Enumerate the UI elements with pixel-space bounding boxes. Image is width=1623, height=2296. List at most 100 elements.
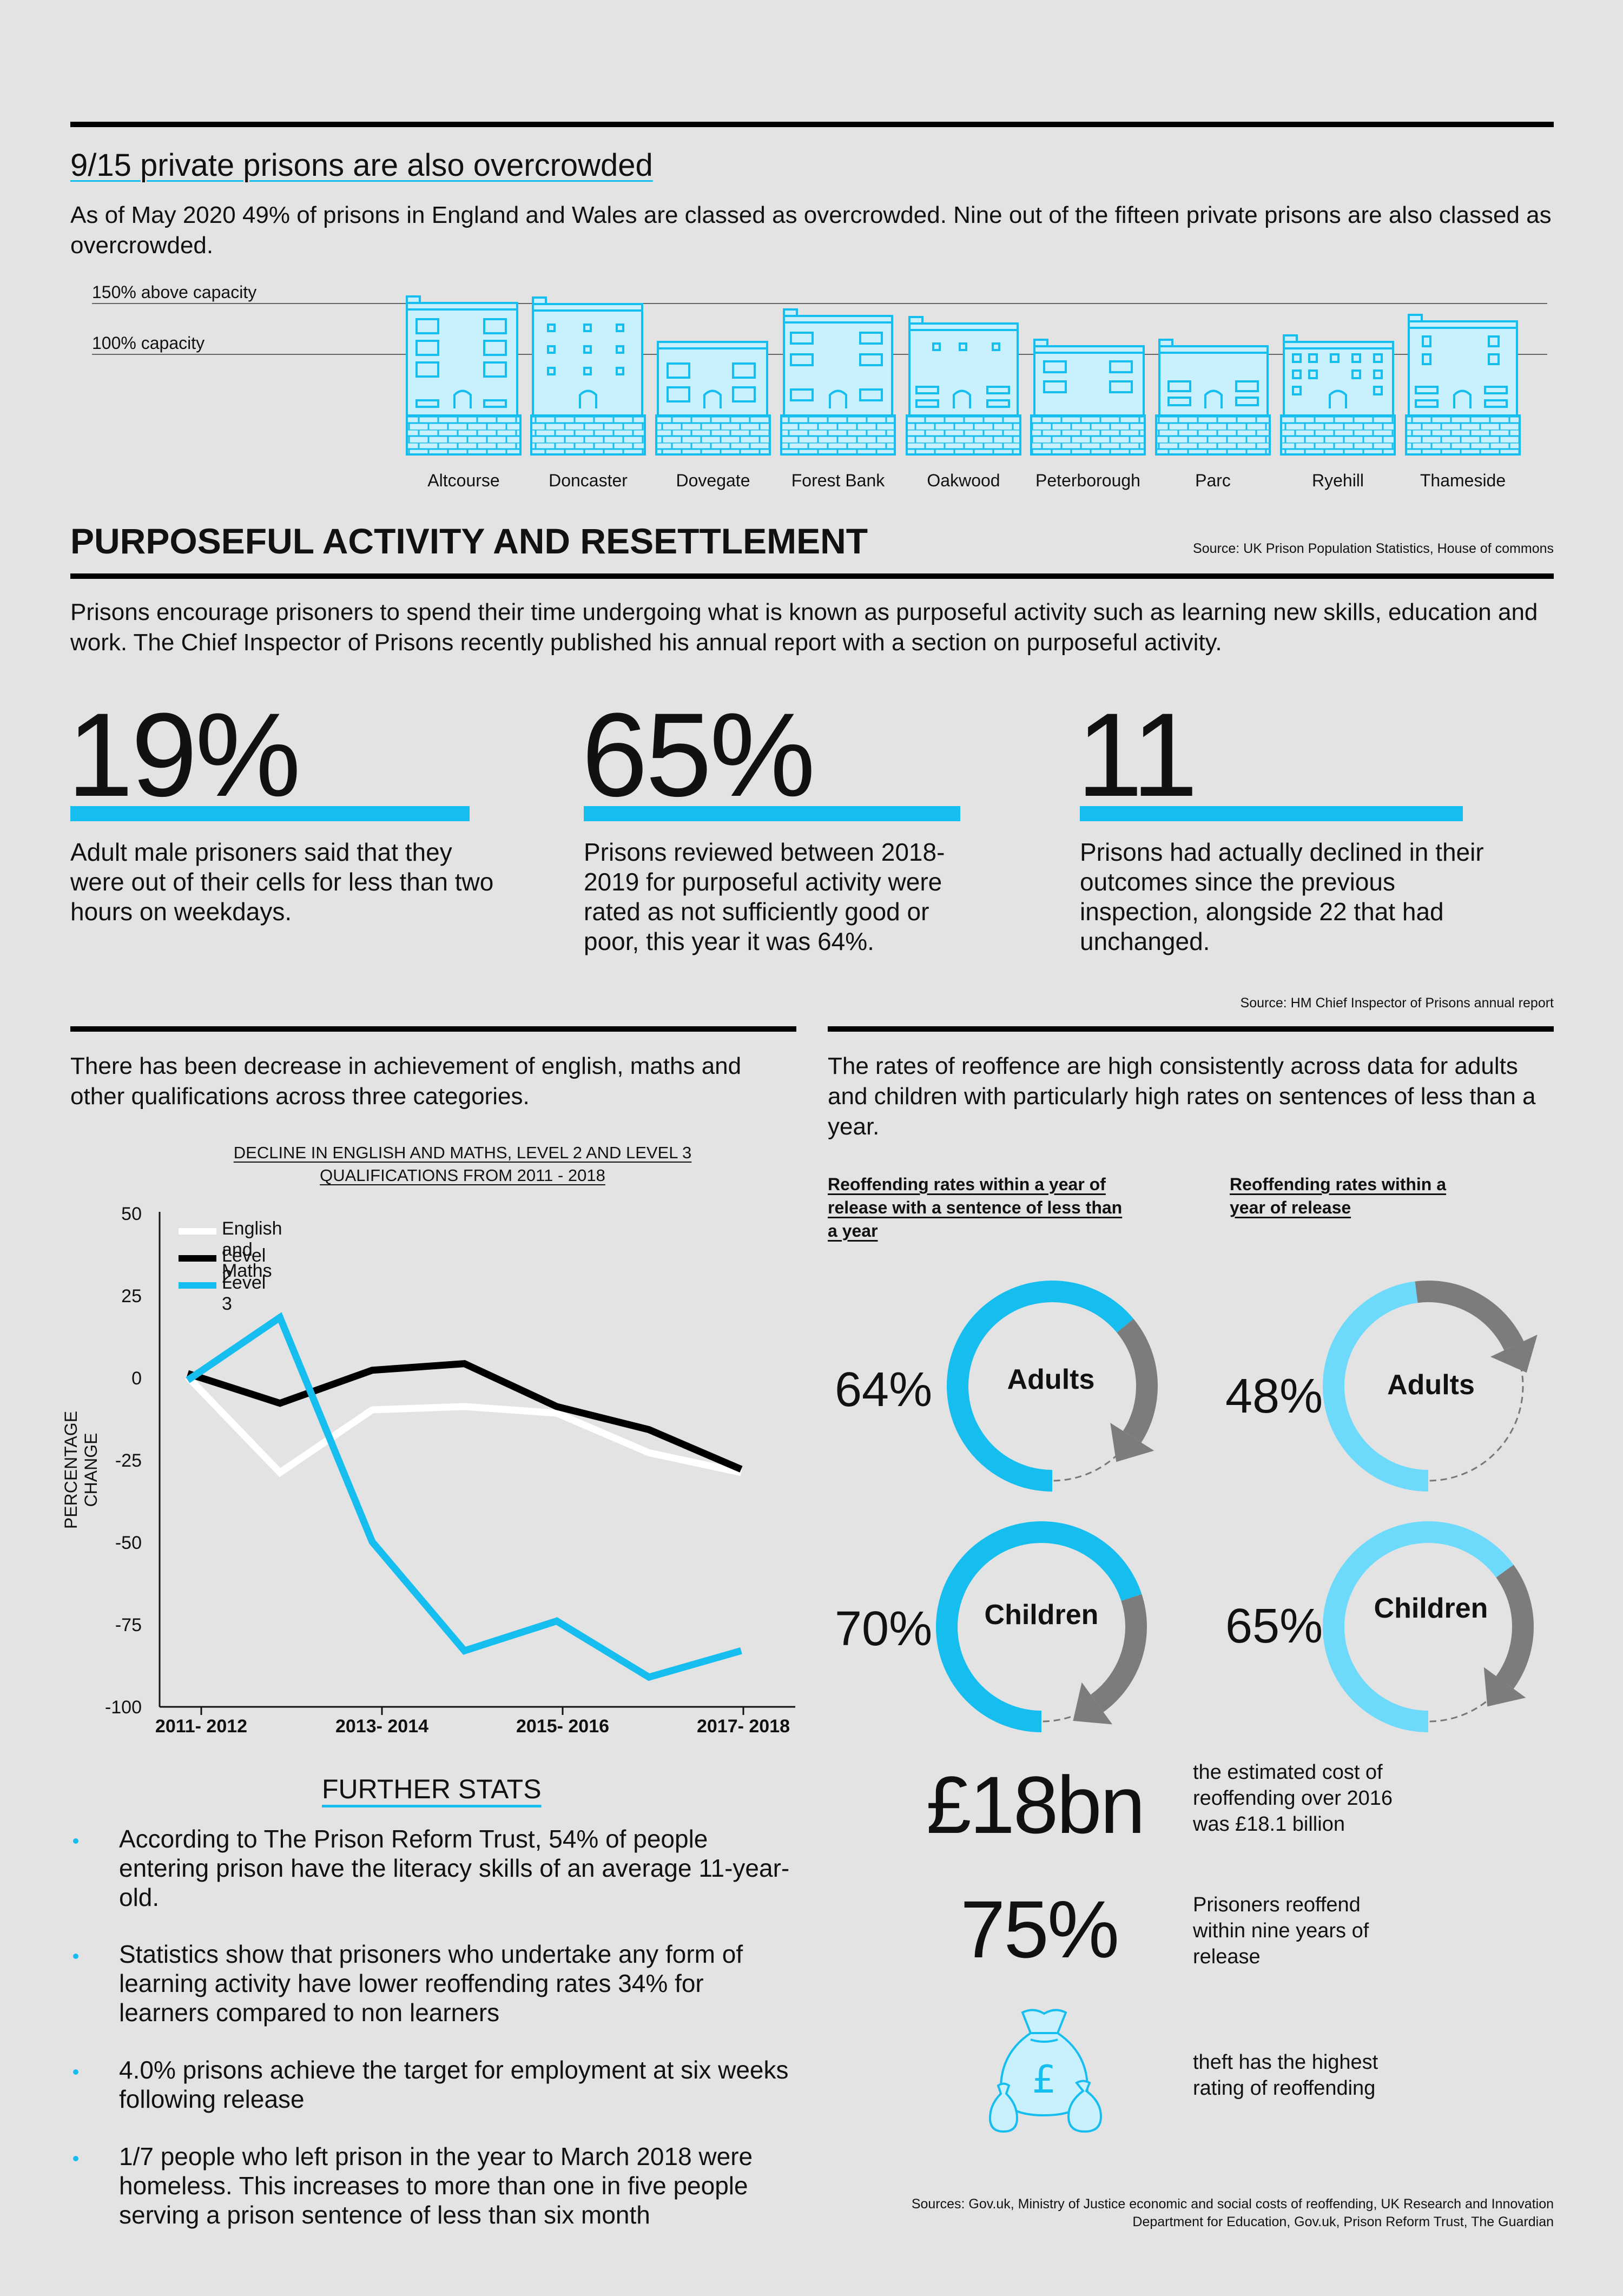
donut-arrow-arc xyxy=(1117,1318,1158,1443)
prison-name: Doncaster xyxy=(549,471,628,490)
prison-name: Peterborough xyxy=(1035,471,1140,490)
brick-bases xyxy=(406,414,1521,456)
stat-19-text: Adult male prisoners said that they were… xyxy=(70,838,494,926)
cost-value: £18bn xyxy=(926,1759,1145,1850)
donut-pct-adults-short: 64% xyxy=(835,1363,933,1417)
x-tick-label: 2015- 2016 xyxy=(516,1716,610,1737)
stat-11-text: Prisons had actually declined in their o… xyxy=(1080,838,1484,955)
further-stat-item: 1/7 people who left prison in the year t… xyxy=(119,2142,753,2229)
cost-text: the estimated cost of reoffending over 2… xyxy=(1193,1761,1393,1836)
prison-name: Dovegate xyxy=(676,471,750,490)
stat-65-text: Prisons reviewed between 2018-2019 for p… xyxy=(584,838,945,955)
further-stat-item: According to The Prison Reform Trust, 54… xyxy=(119,1825,790,1911)
donut-pct-children-all: 65% xyxy=(1225,1599,1323,1653)
legend-label: Level 3 xyxy=(222,1272,266,1314)
legend-swatch-english-maths xyxy=(179,1228,216,1235)
series-line-level-3 xyxy=(186,1312,742,1681)
prison-name: Altcourse xyxy=(427,471,500,490)
donut-label-adults-all: Adults xyxy=(1387,1369,1475,1401)
donut-value-arc xyxy=(936,1521,1142,1732)
reoffending-heading-short-sentence: Reoffending rates within a year of relea… xyxy=(828,1175,1123,1241)
capacity-100-label: 100% capacity xyxy=(92,333,205,353)
qualifications-intro: There has been decrease in achievement o… xyxy=(70,1053,742,1110)
x-tick-label: 2017- 2018 xyxy=(696,1716,790,1737)
prison-name: Oakwood xyxy=(927,471,1000,490)
further-stat-item: Statistics show that prisoners who under… xyxy=(119,1940,743,2027)
donut-value-arc xyxy=(947,1281,1134,1492)
theft-text: theft has the highest rating of reoffend… xyxy=(1193,2051,1378,2100)
legend-swatch-level-3 xyxy=(179,1282,216,1289)
donut-0 xyxy=(947,1281,1158,1492)
donut-pct-children-short: 70% xyxy=(835,1602,933,1656)
purposeful-intro: Prisons encourage prisoners to spend the… xyxy=(70,599,1538,656)
line-chart xyxy=(159,1212,795,1715)
prison-name: Parc xyxy=(1195,471,1231,490)
legend-label: Level 2 xyxy=(222,1245,266,1287)
arrow-head-icon xyxy=(1490,1335,1538,1373)
donut-1 xyxy=(1323,1281,1538,1492)
sources: Sources: Gov.uk, Ministry of Justice eco… xyxy=(911,2196,1554,2229)
donut-value-arc xyxy=(1323,1521,1514,1732)
donut-3 xyxy=(1323,1521,1534,1732)
reoffend-value: 75% xyxy=(960,1884,1119,1975)
donut-pct-adults-all: 48% xyxy=(1225,1369,1323,1423)
y-tick-label: -75 xyxy=(115,1615,142,1635)
population-source: Source: UK Prison Population Statistics,… xyxy=(1193,541,1554,556)
stat-19-value: 19% xyxy=(67,688,301,821)
donut-arrow-arc xyxy=(1090,1594,1147,1712)
reoffence-intro: The rates of reoffence are high consiste… xyxy=(828,1053,1536,1140)
bullet-dot xyxy=(73,1838,78,1844)
donut-charts xyxy=(936,1281,1538,1732)
y-tick-label: 0 xyxy=(131,1368,142,1389)
stat-11-bar xyxy=(1080,806,1463,821)
right-rule xyxy=(828,1026,1554,1032)
x-tick-label: 2013- 2014 xyxy=(335,1716,429,1737)
reoffend-text: Prisoners reoffend within nine years of … xyxy=(1193,1893,1369,1968)
series-line-english-and-maths xyxy=(185,1374,742,1477)
stat-11-value: 11 xyxy=(1077,688,1198,821)
section2-rule xyxy=(70,573,1554,579)
purposeful-activity-title: PURPOSEFUL ACTIVITY AND RESETTLEMENT xyxy=(70,521,868,561)
prison-buildings xyxy=(406,295,1521,456)
further-stat-item: 4.0% prisons achieve the target for empl… xyxy=(119,2056,789,2113)
arrow-head-icon xyxy=(1483,1667,1526,1707)
bullet-dot xyxy=(73,2069,78,2075)
inspector-source: Source: HM Chief Inspector of Prisons an… xyxy=(1240,995,1554,1011)
arrow-head-icon xyxy=(1073,1682,1113,1725)
donut-label-children-short: Children xyxy=(984,1599,1099,1631)
stat-65-bar xyxy=(584,806,960,821)
building-forest-bank xyxy=(783,308,893,434)
bullet-dot xyxy=(73,1954,78,1959)
prison-name: Thameside xyxy=(1420,471,1506,490)
building-altcourse xyxy=(406,295,518,434)
stat-19-bar xyxy=(70,806,470,821)
x-tick-label: 2011- 2012 xyxy=(155,1716,248,1737)
y-tick-label: 25 xyxy=(121,1286,142,1307)
donut-arrow-arc xyxy=(1415,1281,1524,1351)
building-doncaster xyxy=(532,296,643,434)
donut-label-children-all: Children xyxy=(1374,1593,1488,1624)
donut-label-adults-short: Adults xyxy=(1007,1364,1095,1395)
further-stats-title: FURTHER STATS xyxy=(322,1774,542,1804)
y-tick-label: -50 xyxy=(115,1533,142,1553)
prison-name: Ryehill xyxy=(1311,471,1364,490)
stat-65-value: 65% xyxy=(582,688,815,821)
reoffending-heading-all: Reoffending rates within a year of relea… xyxy=(1230,1175,1447,1217)
money-bag-icon: £ xyxy=(988,2009,1103,2133)
prison-name: Forest Bank xyxy=(791,471,885,490)
donut-arrow-arc xyxy=(1496,1565,1534,1689)
money-bag-symbol: £ xyxy=(1032,2057,1057,2102)
left-rule xyxy=(70,1026,796,1032)
y-tick-label: -25 xyxy=(115,1450,142,1471)
legend-label: English and Maths xyxy=(222,1218,282,1281)
arrow-head-icon xyxy=(1110,1423,1154,1462)
capacity-150-line xyxy=(92,303,1547,304)
y-tick-label: -100 xyxy=(104,1697,142,1718)
donut-value-arc xyxy=(1323,1281,1429,1492)
overcrowded-title: 9/15 private prisons are also overcrowde… xyxy=(70,148,653,183)
bullet-dot xyxy=(73,2156,78,2161)
top-rule xyxy=(70,122,1554,127)
legend-swatch-level-2 xyxy=(179,1255,216,1262)
series-line-level-2 xyxy=(187,1360,743,1473)
chart-title: DECLINE IN ENGLISH AND MATHS, LEVEL 2 AN… xyxy=(233,1143,692,1185)
